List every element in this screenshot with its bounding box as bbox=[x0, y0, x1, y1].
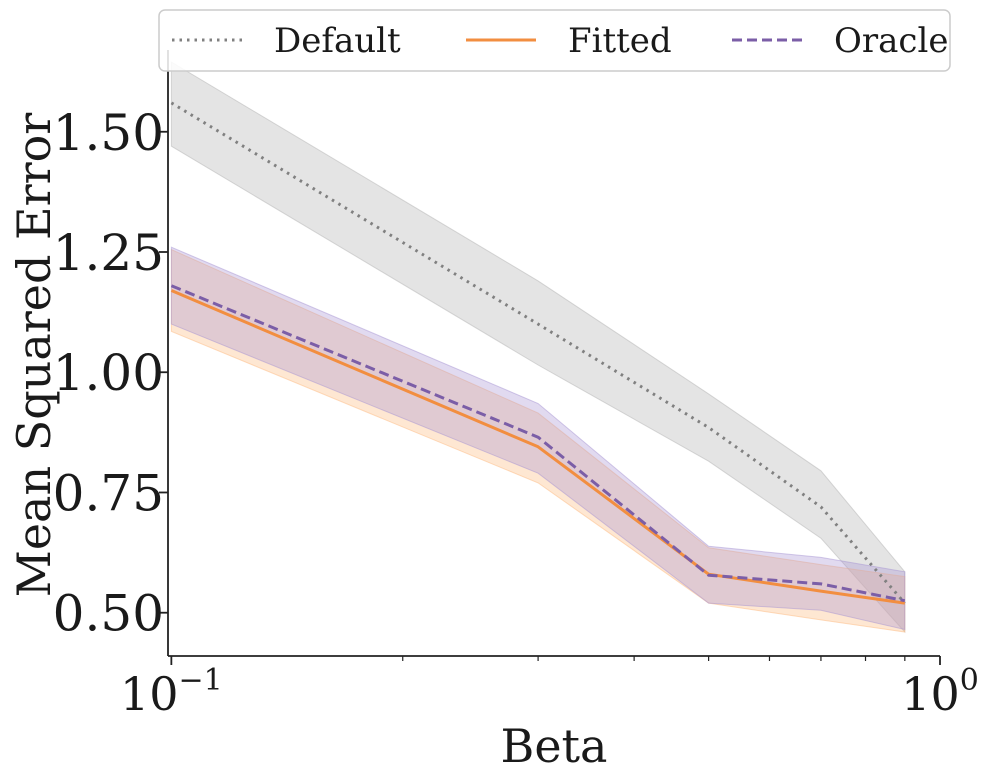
series-line-default bbox=[170, 101, 906, 605]
legend-box bbox=[158, 9, 951, 72]
y-tick-label: 1.50 bbox=[53, 104, 164, 162]
x-axis-label: Beta bbox=[501, 719, 608, 773]
y-axis-label: Mean Squared Error bbox=[7, 113, 61, 598]
series-lines bbox=[170, 101, 906, 605]
series-line-oracle bbox=[170, 284, 906, 603]
y-tick-label: 1.00 bbox=[53, 344, 164, 402]
legend-label-default: Default bbox=[274, 21, 401, 61]
y-tick-label: 0.50 bbox=[53, 585, 164, 643]
x-tick-label: 10−1 bbox=[120, 663, 223, 721]
y-tick-label: 0.75 bbox=[53, 464, 164, 522]
y-ticks: 0.50 0.75 1.00 1.25 1.50 bbox=[53, 104, 168, 643]
x-tick-label: 100 bbox=[901, 663, 979, 721]
y-tick-label: 1.25 bbox=[53, 224, 164, 282]
axes bbox=[167, 50, 940, 657]
x-ticks: 10−1 100 bbox=[120, 656, 979, 721]
legend: Default Fitted Oracle bbox=[158, 9, 951, 72]
confidence-bands bbox=[170, 61, 906, 634]
legend-label-oracle: Oracle bbox=[834, 21, 948, 61]
band-fitted bbox=[170, 248, 906, 633]
legend-label-fitted: Fitted bbox=[568, 21, 672, 61]
